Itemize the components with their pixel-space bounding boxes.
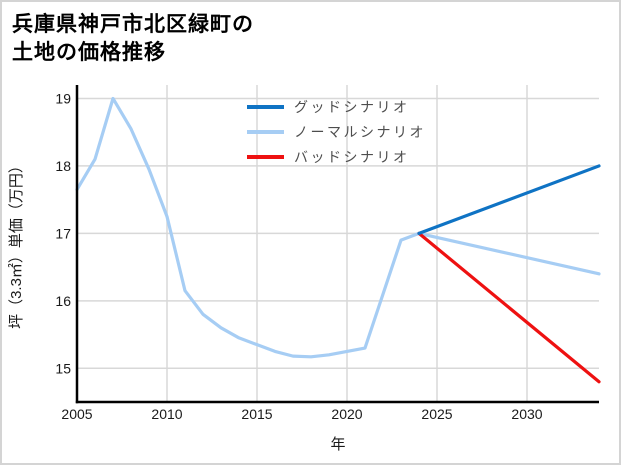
- chart-title-line1: 兵庫県神戸市北区緑町の: [12, 13, 254, 36]
- x-axis-title: 年: [330, 436, 345, 453]
- x-tick-label-2005: 2005: [61, 406, 92, 422]
- x-tick-label-2020: 2020: [331, 406, 362, 422]
- y-tick-label-19: 19: [55, 90, 71, 106]
- series-line-1: [75, 96, 601, 359]
- y-tick-label-18: 18: [55, 158, 71, 174]
- legend-label-1: ノーマルシナリオ: [294, 124, 426, 140]
- y-axis-title: 坪（3.3㎡）単価（万円）: [8, 158, 25, 329]
- chart-title-line2: 土地の価格推移: [12, 40, 166, 64]
- x-tick-label-2010: 2010: [151, 406, 182, 422]
- series-line-2: [417, 231, 601, 384]
- x-tick-label-2030: 2030: [511, 406, 542, 422]
- legend-label-2: バッドシナリオ: [294, 149, 410, 165]
- x-tick-label-2025: 2025: [421, 406, 452, 422]
- x-tick-label-2015: 2015: [241, 406, 272, 422]
- legend-label-0: グッドシナリオ: [294, 99, 410, 115]
- series-line-0: [417, 164, 601, 235]
- y-tick-label-15: 15: [55, 360, 71, 376]
- y-tick-label-16: 16: [55, 293, 71, 309]
- chart-title: 兵庫県神戸市北区緑町の 土地の価格推移: [12, 11, 254, 66]
- y-tick-label-17: 17: [55, 225, 71, 241]
